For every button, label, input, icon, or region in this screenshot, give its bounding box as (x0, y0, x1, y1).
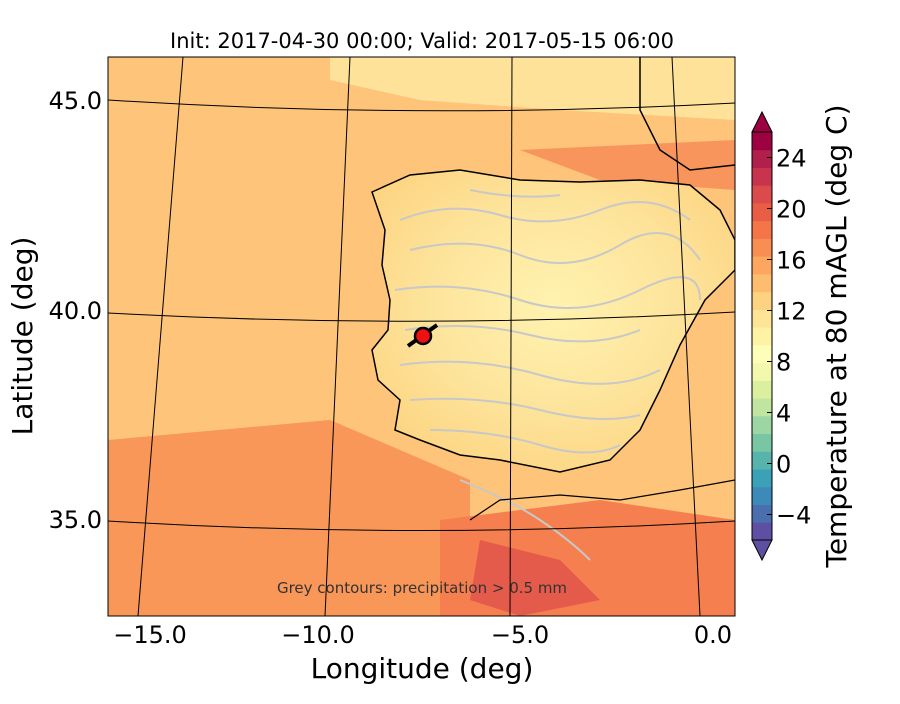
location-marker (406, 323, 439, 348)
colorbar-frame (751, 131, 773, 541)
southwest-warm (108, 420, 470, 616)
colorbar-tick-label: 20 (776, 196, 807, 224)
colorbar-segment (752, 451, 772, 470)
colorbar-segment (752, 398, 772, 417)
north-africa-patch (470, 540, 600, 616)
colorbar-segment (752, 433, 772, 452)
y-tick-label: 35.0 (49, 506, 102, 534)
colorbar-tick-label: 0 (776, 451, 791, 479)
colorbar-segment (752, 504, 772, 523)
map-panel (108, 57, 735, 616)
colorbar-tick-label: −4 (776, 502, 811, 530)
colorbar-tick-label: 12 (776, 298, 807, 326)
colorbar-segment (752, 167, 772, 186)
colorbar-tick-label: 4 (776, 400, 791, 428)
y-tick-label: 40.0 (49, 297, 102, 325)
colorbar-segment (752, 291, 772, 310)
colorbar-segment (752, 486, 772, 506)
precip-annotation: Grey contours: precipitation > 0.5 mm (277, 579, 567, 597)
colorbar-tick-label: 8 (776, 349, 791, 377)
colorbar-segment (752, 309, 772, 328)
y-axis-label: Latitude (deg) (6, 237, 39, 436)
colorbar-label: Temperature at 80 mAGL (deg C) (820, 104, 853, 568)
colorbar-tick-label: 16 (776, 247, 807, 275)
y-tick-label: 45.0 (49, 87, 102, 115)
colorbar-top-triangle (751, 110, 773, 133)
colorbar-segment (752, 344, 772, 364)
graticule (108, 57, 735, 616)
colorbar-segment (752, 149, 772, 168)
colorbar-segment (752, 185, 772, 204)
french-coast (639, 57, 735, 171)
x-axis: −15.0 −10.0 −5.0 0.0 (113, 621, 732, 649)
x-tick-label: −15.0 (113, 621, 187, 649)
colorbar-segment (752, 273, 772, 293)
bay-of-biscay-warm (520, 140, 735, 190)
x-tick-label: −5.0 (491, 621, 549, 649)
y-axis: 45.0 40.0 35.0 (49, 87, 102, 534)
colorbar-segment (752, 327, 772, 346)
colorbar-segment (752, 132, 772, 151)
colorbar: −4 0 4 8 12 16 20 24 (751, 110, 811, 562)
colorbar-bottom-triangle (751, 539, 773, 562)
x-tick-label: −10.0 (281, 621, 355, 649)
iberian-peninsula (371, 169, 735, 473)
colorbar-segment (752, 256, 772, 275)
map-frame (107, 56, 736, 617)
colorbar-segment (752, 238, 772, 257)
colorbar-segment (752, 380, 772, 399)
north-africa-coast (469, 479, 735, 521)
colorbar-segment (752, 522, 772, 541)
x-axis-label: Longitude (deg) (311, 652, 534, 685)
precipitation-contours (394, 189, 701, 561)
chart-title: Init: 2017-04-30 00:00; Valid: 2017-05-1… (170, 29, 674, 53)
colorbar-segment (752, 220, 772, 239)
colorbar-segment (752, 469, 772, 488)
north-warm-band (330, 57, 735, 120)
colorbar-tick-label: 24 (776, 145, 807, 173)
x-tick-label: 0.0 (694, 621, 732, 649)
colorbar-segment (752, 202, 772, 222)
colorbar-segment (752, 362, 772, 381)
colorbar-segment (752, 415, 772, 435)
